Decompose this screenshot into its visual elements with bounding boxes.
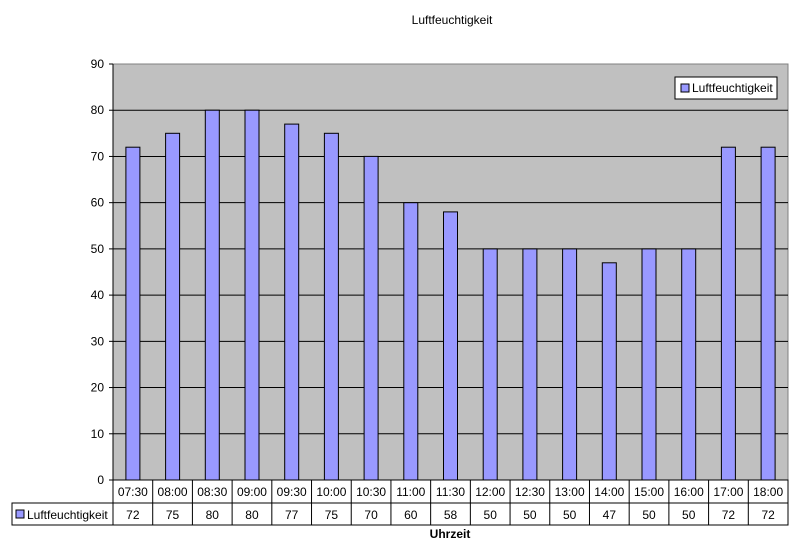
y-tick-label: 20 xyxy=(91,381,105,395)
y-tick-label: 80 xyxy=(91,103,105,117)
x-category-label: 07:30 xyxy=(118,485,148,499)
x-category-label: 11:30 xyxy=(436,485,465,499)
x-category-label: 10:00 xyxy=(316,485,346,499)
table-value: 50 xyxy=(682,508,696,522)
y-tick-label: 10 xyxy=(91,427,105,441)
table-value: 58 xyxy=(444,508,458,522)
x-category-label: 08:00 xyxy=(158,485,188,499)
x-category-label: 12:00 xyxy=(475,485,505,499)
table-value: 80 xyxy=(245,508,259,522)
bar xyxy=(681,248,697,481)
x-category-label: 14:00 xyxy=(594,485,624,499)
bar xyxy=(284,123,300,481)
legend-swatch xyxy=(680,83,690,93)
table-legend-swatch xyxy=(15,509,25,519)
table-value: 72 xyxy=(722,508,736,522)
bar xyxy=(323,132,339,481)
x-category-label: 09:00 xyxy=(237,485,267,499)
x-category-label: 10:30 xyxy=(356,485,386,499)
x-category-label: 08:30 xyxy=(197,485,227,499)
bar xyxy=(165,132,181,481)
table-value: 70 xyxy=(364,508,378,522)
table-value: 72 xyxy=(126,508,140,522)
bar xyxy=(204,109,220,481)
legend-box xyxy=(674,76,778,100)
x-category-label: 11:00 xyxy=(396,485,425,499)
y-tick-label: 90 xyxy=(91,57,105,71)
bar xyxy=(125,146,141,481)
bar xyxy=(522,248,538,481)
chart-title: Luftfeuchtigkeit xyxy=(412,13,493,27)
table-value: 50 xyxy=(642,508,656,522)
x-category-label: 16:00 xyxy=(674,485,704,499)
table-value: 72 xyxy=(761,508,775,522)
x-category-label: 17:00 xyxy=(713,485,743,499)
bar xyxy=(482,248,498,481)
table-value: 50 xyxy=(523,508,537,522)
y-tick-label: 70 xyxy=(91,149,105,163)
bar xyxy=(443,211,458,481)
bars xyxy=(125,109,776,481)
x-category-label: 09:30 xyxy=(277,485,307,499)
y-tick-label: 60 xyxy=(91,196,105,210)
table-value: 50 xyxy=(563,508,577,522)
bar xyxy=(760,146,776,481)
y-tick-label: 40 xyxy=(91,288,105,302)
table-value: 60 xyxy=(404,508,418,522)
table-value: 77 xyxy=(285,508,299,522)
x-category-label: 15:00 xyxy=(634,485,664,499)
table-value: 75 xyxy=(166,508,180,522)
bar xyxy=(403,202,419,481)
bar xyxy=(641,248,657,481)
bar xyxy=(244,109,260,481)
bar xyxy=(562,248,578,481)
table-category-row xyxy=(112,479,789,504)
table-series-label: Luftfeuchtigkeit xyxy=(27,508,108,522)
x-category-label: 13:00 xyxy=(555,485,585,499)
bar xyxy=(720,146,736,481)
legend: Luftfeuchtigkeit xyxy=(674,76,778,100)
bar xyxy=(363,155,379,481)
x-category-label: 12:30 xyxy=(515,485,545,499)
y-axis-ticks: 0 10 20 30 40 50 60 70 80 90 xyxy=(91,57,113,487)
table-value: 47 xyxy=(603,508,617,522)
bar xyxy=(601,262,617,481)
x-axis-label: Uhrzeit xyxy=(430,527,471,541)
x-category-label: 18:00 xyxy=(753,485,783,499)
y-tick-label: 50 xyxy=(91,242,105,256)
table-value: 50 xyxy=(484,508,498,522)
y-tick-label: 0 xyxy=(97,473,104,487)
table-value: 75 xyxy=(325,508,339,522)
data-table: 07:30 08:00 08:30 09:00 09:30 10:00 10:30 11:00… xyxy=(11,479,789,526)
table-value: 80 xyxy=(206,508,220,522)
y-tick-label: 30 xyxy=(91,334,105,348)
legend-label: Luftfeuchtigkeit xyxy=(692,81,773,95)
